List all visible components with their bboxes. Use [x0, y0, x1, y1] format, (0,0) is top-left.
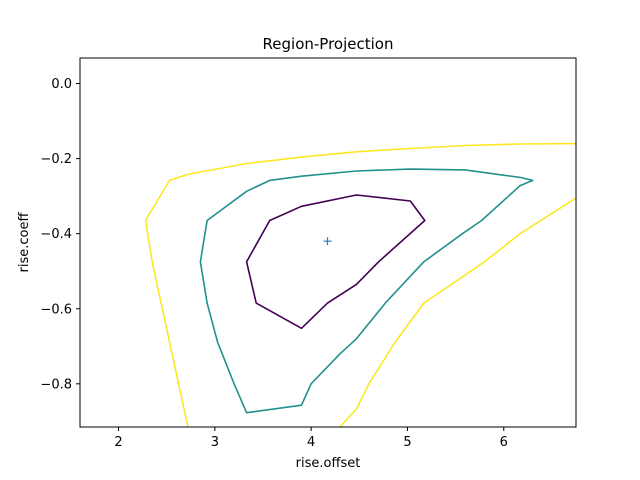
y-tick-label: −0.8 [40, 377, 72, 392]
plot-frame [79, 57, 577, 428]
chart-title: Region-Projection [263, 35, 394, 53]
contour-line-3 [144, 142, 576, 427]
x-tick-label: 6 [500, 435, 508, 450]
plot-area [79, 57, 577, 428]
series-layer [144, 142, 576, 427]
y-axis-label: rise.coeff [17, 212, 32, 273]
y-tick-label: −0.2 [40, 152, 72, 167]
best-fit-marker [323, 237, 332, 246]
contour-line-4 [339, 197, 576, 427]
y-tick-label: −0.4 [40, 227, 72, 242]
contour-line-1 [245, 194, 426, 330]
x-tick-label: 2 [114, 435, 122, 450]
y-axis: 0.0 −0.2 −0.4 −0.6 −0.8 [40, 77, 80, 392]
x-tick-label: 4 [307, 435, 315, 450]
y-tick-label: −0.6 [40, 302, 72, 317]
x-axis: 2 3 4 5 6 [114, 427, 508, 450]
y-tick-label: 0.0 [51, 77, 72, 92]
x-tick-label: 3 [211, 435, 219, 450]
marker-layer [323, 237, 332, 246]
x-tick-label: 5 [403, 435, 411, 450]
contour-line-2 [199, 168, 534, 414]
x-axis-label: rise.offset [296, 456, 361, 471]
